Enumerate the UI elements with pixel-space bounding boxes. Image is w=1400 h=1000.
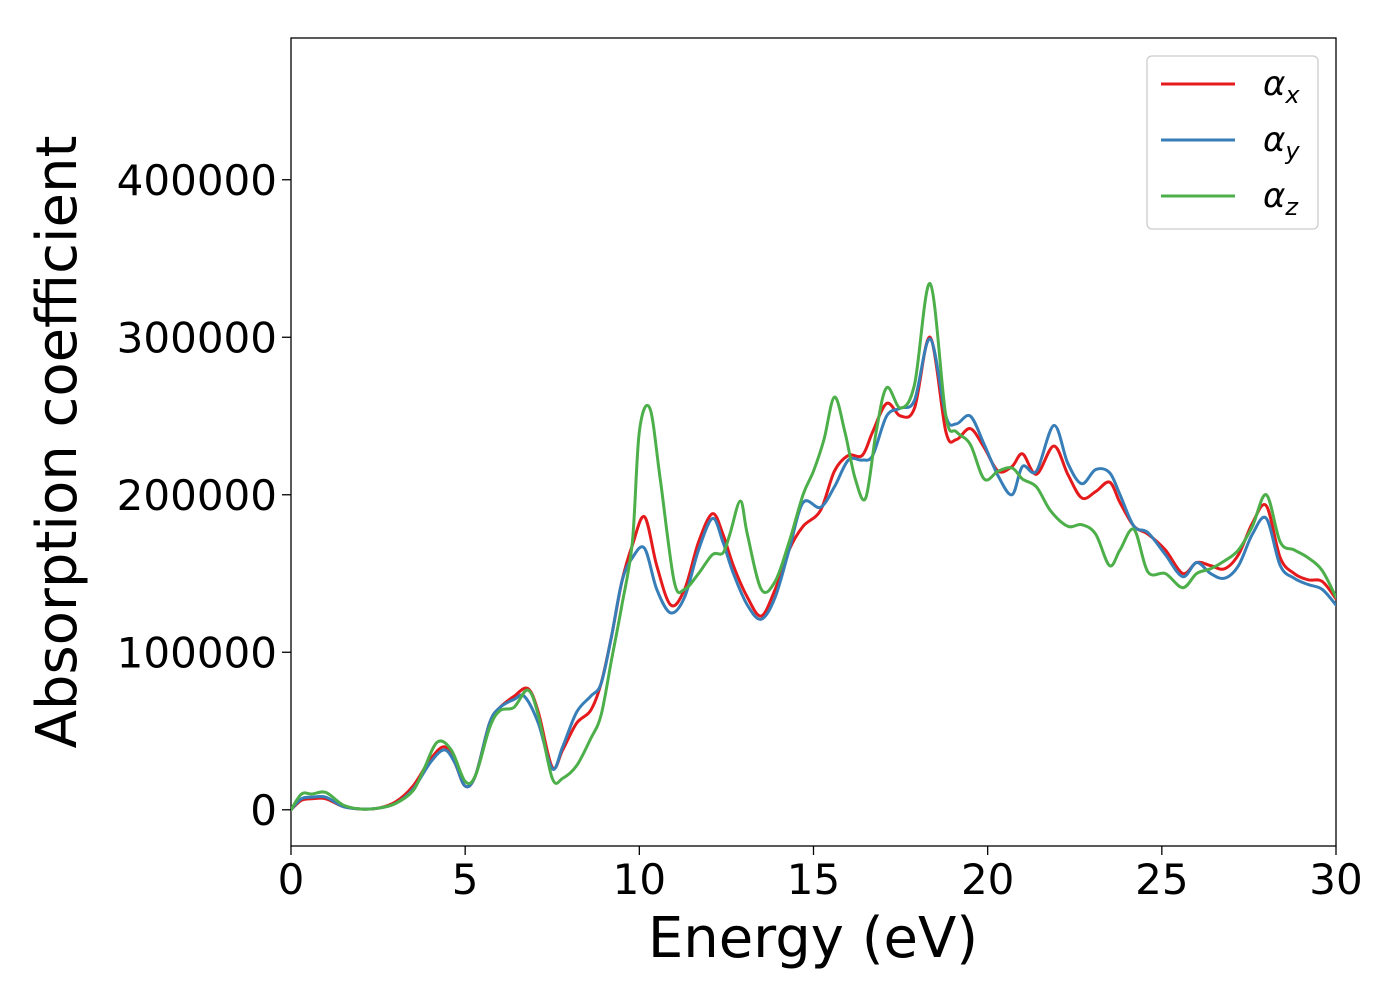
x-tick-label: 0 xyxy=(278,855,305,904)
legend-box xyxy=(1146,55,1319,230)
x-tick-label: 20 xyxy=(961,855,1014,904)
x-tick-label: 25 xyxy=(1135,855,1188,904)
y-tick-label: 400000 xyxy=(117,156,277,205)
x-axis-ticks: 0 5 10 15 20 25 30 xyxy=(278,846,1363,904)
series-line-z xyxy=(291,282,1336,812)
y-tick-label: 300000 xyxy=(117,313,277,362)
y-tick-label: 0 xyxy=(250,786,277,835)
y-tick-label: 200000 xyxy=(117,471,277,520)
x-tick-label: 30 xyxy=(1309,855,1362,904)
legend-label-x: αx xyxy=(1263,64,1300,109)
series-lines xyxy=(291,282,1336,812)
x-tick-label: 15 xyxy=(787,855,840,904)
x-tick-label: 5 xyxy=(452,855,479,904)
y-tick-label: 100000 xyxy=(117,628,277,677)
legend-label-z: αz xyxy=(1263,176,1299,221)
x-tick-label: 10 xyxy=(613,855,666,904)
y-axis-ticks: 0 100000 200000 300000 400000 xyxy=(117,156,291,835)
y-axis-label: Absorption coefficient xyxy=(25,136,90,749)
legend-label-y: αy xyxy=(1263,120,1300,165)
legend: αx αy αz xyxy=(1146,55,1319,230)
x-axis-label: Energy (eV) xyxy=(648,906,978,971)
